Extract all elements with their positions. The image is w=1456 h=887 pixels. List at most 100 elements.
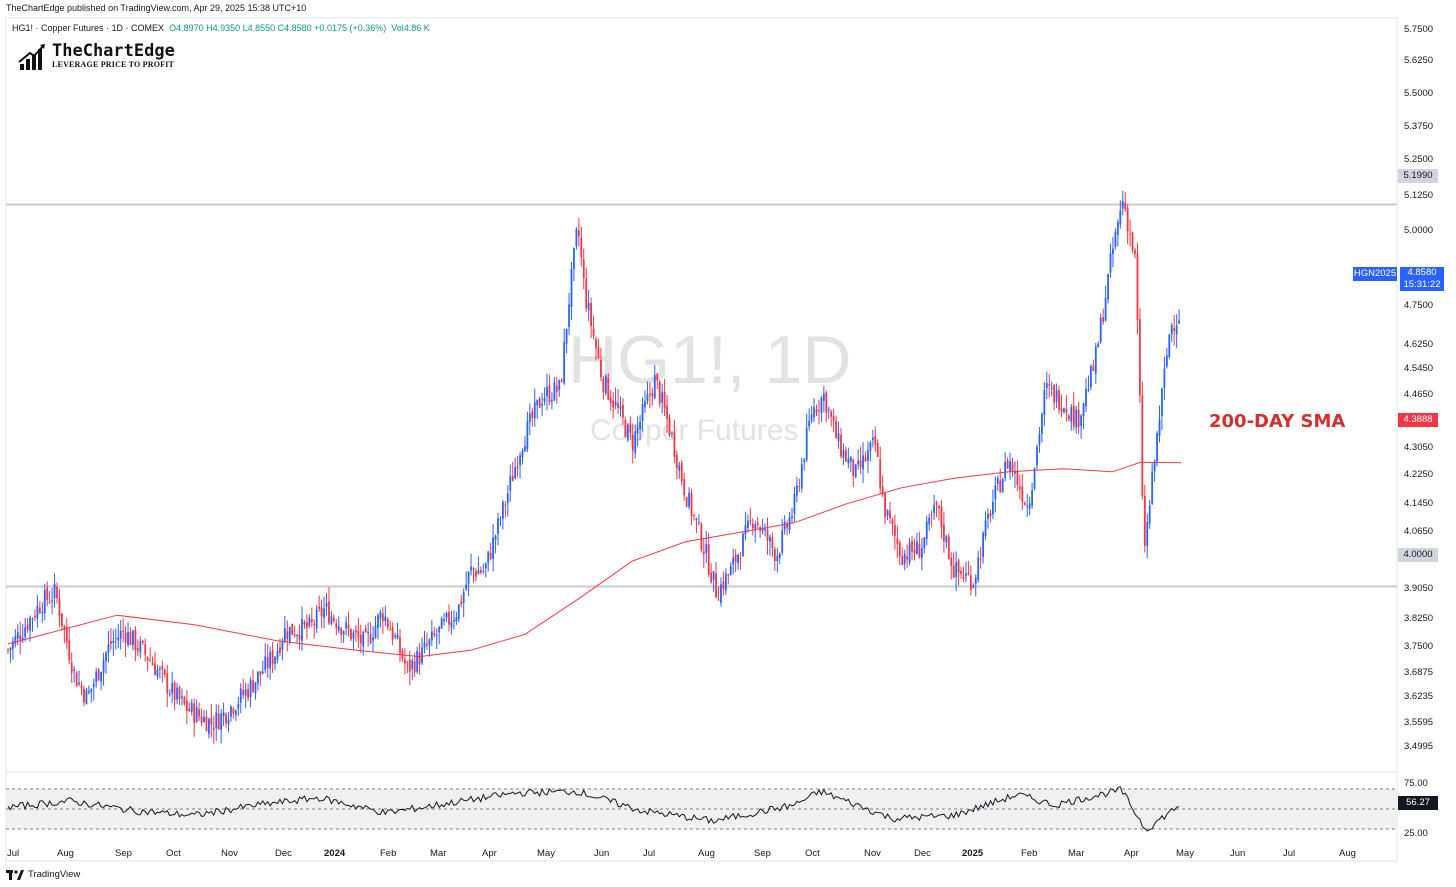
candle-body [34, 616, 36, 618]
candle-body [225, 714, 227, 724]
candle-body [132, 630, 134, 645]
rsi-upper-label: 75.00 [1404, 778, 1428, 789]
candle-body [151, 662, 154, 666]
candle-body [107, 643, 110, 653]
candle-body [918, 543, 921, 558]
candle-body [195, 707, 198, 723]
price-axis-label: 3.6235 [1404, 691, 1434, 702]
candle-body [884, 493, 886, 518]
candle-body [793, 494, 796, 514]
candle-body [705, 544, 708, 553]
candle-body [656, 373, 659, 380]
candle-body [624, 420, 627, 437]
candle-body [803, 459, 806, 462]
candle-body [1023, 503, 1026, 505]
candle-body [1053, 384, 1056, 404]
candle-body [494, 536, 497, 541]
candle-body [585, 278, 588, 309]
candle-body [80, 685, 83, 688]
candle-body [600, 359, 602, 378]
candle-body [1028, 503, 1031, 509]
candle-body [340, 628, 343, 635]
candle-body [61, 613, 63, 626]
candle-body [1141, 395, 1144, 497]
candle-body [673, 432, 676, 458]
candle-body [742, 533, 744, 557]
candle-body [75, 672, 78, 687]
candle-body [876, 443, 879, 458]
candle-body [1094, 346, 1097, 374]
candle-body [901, 556, 904, 565]
candle-body [475, 571, 477, 577]
candle-body [683, 479, 686, 496]
candle-body [781, 530, 784, 553]
sma-200-line [7, 461, 1182, 658]
candle-body [1072, 405, 1075, 427]
last-price: 4.8580 [1407, 267, 1437, 278]
candle-body [381, 613, 384, 622]
candle-body [21, 637, 24, 641]
candle-body [193, 703, 196, 723]
candle-body [560, 379, 563, 382]
candle-body [1148, 505, 1151, 524]
candle-body [822, 393, 825, 401]
candle-body [435, 635, 438, 637]
symbol-tag: HGN2025 [1353, 267, 1397, 281]
candle-body [842, 449, 845, 458]
candle-body [1161, 388, 1163, 417]
candle-body [1136, 253, 1139, 321]
candle-body [1134, 249, 1136, 254]
candle-body [310, 618, 313, 623]
candle-body [90, 688, 93, 692]
candle-body [489, 552, 492, 559]
candle-body [619, 406, 622, 409]
candle-body [526, 421, 529, 450]
publish-header: TheChartEdge published on TradingView.co… [6, 3, 307, 13]
candle-body [384, 616, 387, 621]
candle-body [288, 627, 291, 643]
candle-body [717, 599, 720, 601]
candle-body [891, 519, 894, 525]
candle-body [649, 393, 651, 396]
candle-body [754, 524, 757, 530]
candle-body [418, 652, 421, 665]
candle-body [499, 519, 502, 521]
candle-body [903, 553, 906, 564]
candle-body [14, 636, 17, 644]
price-axis-label: 3.9050 [1404, 583, 1434, 594]
candle-body [805, 428, 808, 460]
candle-body [445, 612, 448, 618]
candle-body [124, 632, 127, 643]
time-axis-label: Apr [482, 848, 497, 859]
candle-body [506, 493, 509, 504]
time-axis-label: Jul [1283, 848, 1296, 859]
candle-body [602, 378, 605, 393]
candle-body [176, 687, 178, 700]
candle-body [391, 627, 394, 640]
candle-body [1065, 408, 1068, 413]
candle-body [95, 671, 98, 683]
candle-body [631, 434, 634, 451]
candle-body [303, 622, 306, 625]
candle-body [117, 637, 120, 641]
candle-body [470, 566, 472, 571]
candle-body [938, 506, 940, 508]
candle-body [129, 631, 132, 645]
candle-body [46, 587, 49, 600]
candle-body [783, 521, 786, 530]
candle-body [63, 625, 66, 629]
price-axis-label: 4.3050 [1404, 442, 1434, 453]
candle-body [546, 386, 548, 397]
candle-body [318, 606, 321, 609]
candle-body [840, 434, 842, 457]
candle-body [234, 710, 237, 715]
candle-body [943, 524, 945, 542]
candle-body [597, 347, 600, 358]
time-axis-label: Feb [380, 848, 397, 859]
candle-body [1031, 490, 1033, 506]
candle-body [930, 514, 933, 516]
candle-body [524, 446, 526, 452]
candle-body [727, 574, 730, 576]
price-axis-label: 5.2500 [1404, 154, 1434, 165]
